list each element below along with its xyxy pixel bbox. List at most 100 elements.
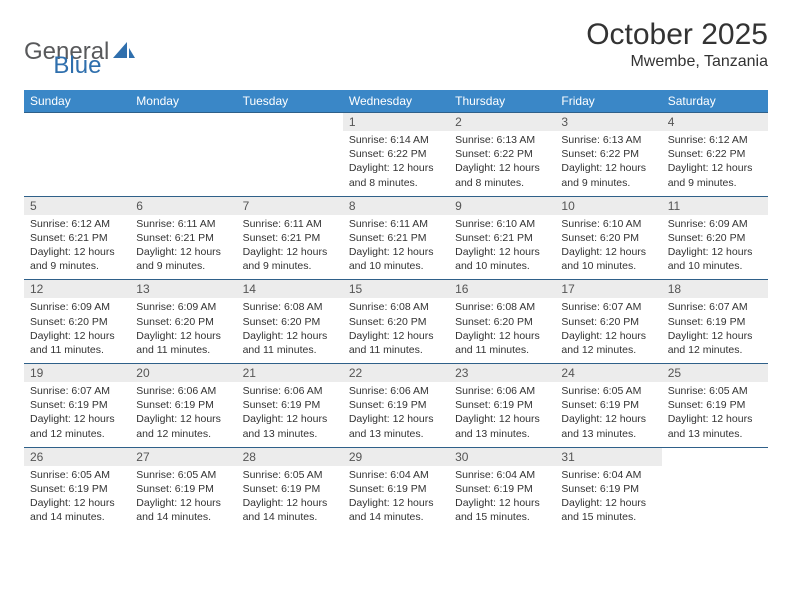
daylight-text: Daylight: 12 hours and 14 minutes.	[30, 496, 124, 524]
day-body-row: Sunrise: 6:05 AMSunset: 6:19 PMDaylight:…	[24, 466, 768, 531]
day-body-cell: Sunrise: 6:10 AMSunset: 6:21 PMDaylight:…	[449, 215, 555, 280]
day-body-cell: Sunrise: 6:07 AMSunset: 6:20 PMDaylight:…	[555, 298, 661, 363]
header: General Blue October 2025 Mwembe, Tanzan…	[24, 18, 768, 80]
sunset-text: Sunset: 6:20 PM	[561, 231, 655, 245]
day-body-cell: Sunrise: 6:08 AMSunset: 6:20 PMDaylight:…	[237, 298, 343, 363]
day-body-row: Sunrise: 6:07 AMSunset: 6:19 PMDaylight:…	[24, 382, 768, 447]
sunset-text: Sunset: 6:19 PM	[349, 398, 443, 412]
daylight-text: Daylight: 12 hours and 15 minutes.	[561, 496, 655, 524]
sunset-text: Sunset: 6:19 PM	[349, 482, 443, 496]
day-body-cell: Sunrise: 6:11 AMSunset: 6:21 PMDaylight:…	[130, 215, 236, 280]
day-body-cell: Sunrise: 6:12 AMSunset: 6:22 PMDaylight:…	[662, 131, 768, 196]
weekday-header-row: Sunday Monday Tuesday Wednesday Thursday…	[24, 90, 768, 113]
day-body-cell: Sunrise: 6:06 AMSunset: 6:19 PMDaylight:…	[237, 382, 343, 447]
sunrise-text: Sunrise: 6:13 AM	[561, 133, 655, 147]
daylight-text: Daylight: 12 hours and 10 minutes.	[349, 245, 443, 273]
day-body-cell: Sunrise: 6:10 AMSunset: 6:20 PMDaylight:…	[555, 215, 661, 280]
day-number-cell: 12	[24, 280, 130, 299]
day-number-cell: 10	[555, 196, 661, 215]
day-body-cell: Sunrise: 6:05 AMSunset: 6:19 PMDaylight:…	[24, 466, 130, 531]
day-body-cell: Sunrise: 6:11 AMSunset: 6:21 PMDaylight:…	[343, 215, 449, 280]
sunrise-text: Sunrise: 6:04 AM	[349, 468, 443, 482]
daylight-text: Daylight: 12 hours and 15 minutes.	[455, 496, 549, 524]
sunset-text: Sunset: 6:19 PM	[561, 482, 655, 496]
daylight-text: Daylight: 12 hours and 9 minutes.	[668, 161, 762, 189]
sunset-text: Sunset: 6:19 PM	[455, 482, 549, 496]
day-body-cell: Sunrise: 6:05 AMSunset: 6:19 PMDaylight:…	[555, 382, 661, 447]
daylight-text: Daylight: 12 hours and 9 minutes.	[561, 161, 655, 189]
sunset-text: Sunset: 6:19 PM	[136, 482, 230, 496]
weekday-header: Saturday	[662, 90, 768, 113]
day-body-cell: Sunrise: 6:09 AMSunset: 6:20 PMDaylight:…	[130, 298, 236, 363]
day-number-cell: 15	[343, 280, 449, 299]
day-body-row: Sunrise: 6:14 AMSunset: 6:22 PMDaylight:…	[24, 131, 768, 196]
day-body-cell: Sunrise: 6:14 AMSunset: 6:22 PMDaylight:…	[343, 131, 449, 196]
day-body-cell	[237, 131, 343, 196]
weekday-header: Monday	[130, 90, 236, 113]
day-body-cell: Sunrise: 6:09 AMSunset: 6:20 PMDaylight:…	[662, 215, 768, 280]
daylight-text: Daylight: 12 hours and 13 minutes.	[349, 412, 443, 440]
day-body-cell: Sunrise: 6:08 AMSunset: 6:20 PMDaylight:…	[449, 298, 555, 363]
daylight-text: Daylight: 12 hours and 8 minutes.	[455, 161, 549, 189]
sunset-text: Sunset: 6:22 PM	[455, 147, 549, 161]
sunrise-text: Sunrise: 6:06 AM	[243, 384, 337, 398]
sunrise-text: Sunrise: 6:09 AM	[30, 300, 124, 314]
brand-logo: General Blue	[24, 18, 101, 80]
sunset-text: Sunset: 6:19 PM	[30, 482, 124, 496]
day-body-cell: Sunrise: 6:09 AMSunset: 6:20 PMDaylight:…	[24, 298, 130, 363]
sunrise-text: Sunrise: 6:08 AM	[455, 300, 549, 314]
sunrise-text: Sunrise: 6:12 AM	[668, 133, 762, 147]
sail-icon	[113, 40, 135, 60]
sunrise-text: Sunrise: 6:06 AM	[349, 384, 443, 398]
day-number-cell: 19	[24, 364, 130, 383]
day-number-cell: 11	[662, 196, 768, 215]
day-body-cell: Sunrise: 6:07 AMSunset: 6:19 PMDaylight:…	[24, 382, 130, 447]
day-body-row: Sunrise: 6:12 AMSunset: 6:21 PMDaylight:…	[24, 215, 768, 280]
sunrise-text: Sunrise: 6:05 AM	[136, 468, 230, 482]
day-number-cell: 26	[24, 447, 130, 466]
day-body-row: Sunrise: 6:09 AMSunset: 6:20 PMDaylight:…	[24, 298, 768, 363]
sunrise-text: Sunrise: 6:10 AM	[561, 217, 655, 231]
daynum-row: 567891011	[24, 196, 768, 215]
day-body-cell: Sunrise: 6:04 AMSunset: 6:19 PMDaylight:…	[343, 466, 449, 531]
day-number-cell	[130, 113, 236, 132]
day-number-cell: 7	[237, 196, 343, 215]
day-number-cell: 24	[555, 364, 661, 383]
day-number-cell: 2	[449, 113, 555, 132]
daylight-text: Daylight: 12 hours and 9 minutes.	[136, 245, 230, 273]
sunset-text: Sunset: 6:22 PM	[668, 147, 762, 161]
daylight-text: Daylight: 12 hours and 11 minutes.	[455, 329, 549, 357]
sunset-text: Sunset: 6:20 PM	[455, 315, 549, 329]
day-number-cell: 1	[343, 113, 449, 132]
sunrise-text: Sunrise: 6:09 AM	[136, 300, 230, 314]
day-body-cell: Sunrise: 6:06 AMSunset: 6:19 PMDaylight:…	[449, 382, 555, 447]
sunset-text: Sunset: 6:19 PM	[455, 398, 549, 412]
daylight-text: Daylight: 12 hours and 9 minutes.	[243, 245, 337, 273]
daylight-text: Daylight: 12 hours and 9 minutes.	[30, 245, 124, 273]
day-body-cell	[24, 131, 130, 196]
day-number-cell	[237, 113, 343, 132]
day-number-cell: 25	[662, 364, 768, 383]
day-number-cell: 28	[237, 447, 343, 466]
day-number-cell: 4	[662, 113, 768, 132]
weekday-header: Thursday	[449, 90, 555, 113]
sunset-text: Sunset: 6:22 PM	[349, 147, 443, 161]
daylight-text: Daylight: 12 hours and 11 minutes.	[243, 329, 337, 357]
sunrise-text: Sunrise: 6:07 AM	[668, 300, 762, 314]
day-body-cell: Sunrise: 6:11 AMSunset: 6:21 PMDaylight:…	[237, 215, 343, 280]
sunset-text: Sunset: 6:20 PM	[136, 315, 230, 329]
day-body-cell: Sunrise: 6:13 AMSunset: 6:22 PMDaylight:…	[449, 131, 555, 196]
sunrise-text: Sunrise: 6:13 AM	[455, 133, 549, 147]
daylight-text: Daylight: 12 hours and 14 minutes.	[349, 496, 443, 524]
weekday-header: Sunday	[24, 90, 130, 113]
day-body-cell	[130, 131, 236, 196]
sunrise-text: Sunrise: 6:05 AM	[561, 384, 655, 398]
day-number-cell: 29	[343, 447, 449, 466]
day-number-cell: 23	[449, 364, 555, 383]
sunset-text: Sunset: 6:19 PM	[668, 315, 762, 329]
sunrise-text: Sunrise: 6:04 AM	[455, 468, 549, 482]
sunrise-text: Sunrise: 6:06 AM	[455, 384, 549, 398]
daylight-text: Daylight: 12 hours and 12 minutes.	[561, 329, 655, 357]
daylight-text: Daylight: 12 hours and 13 minutes.	[561, 412, 655, 440]
weekday-header: Friday	[555, 90, 661, 113]
